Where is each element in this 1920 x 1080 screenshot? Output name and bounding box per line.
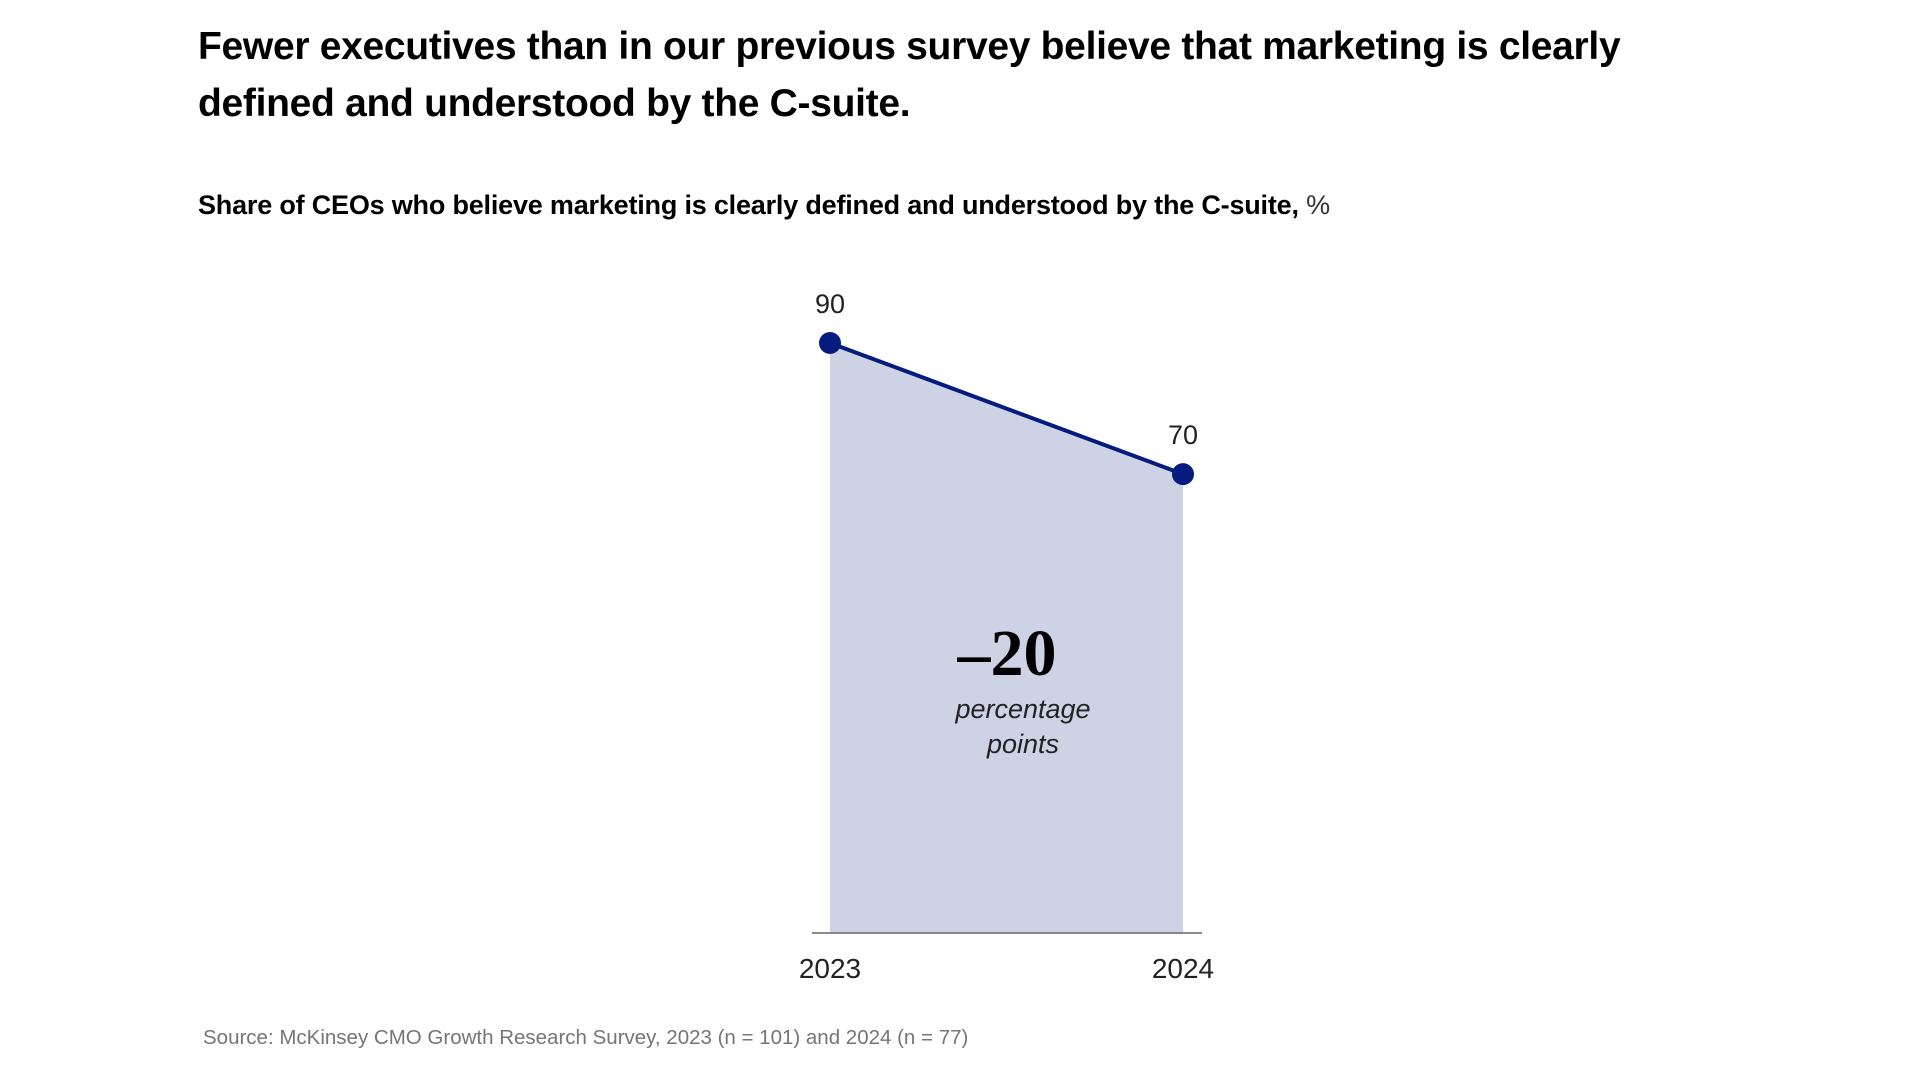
chart-title-text: Share of CEOs who believe marketing is c… — [198, 190, 1299, 220]
annotation-label-line2: points — [986, 729, 1059, 759]
data-point-2024 — [1172, 463, 1194, 486]
trend-line — [829, 341, 1184, 476]
chart-unit: % — [1306, 190, 1330, 220]
source-note: Source: McKinsey CMO Growth Research Sur… — [203, 1026, 969, 1049]
area-fill — [830, 343, 1183, 933]
data-label-2024: 70 — [1168, 420, 1198, 450]
annotation-label-line1: percentage — [954, 694, 1090, 724]
data-point-2023 — [819, 332, 841, 354]
chart-title: Share of CEOs who believe marketing is c… — [198, 190, 1330, 221]
x-tick-label-2024: 2024 — [1152, 953, 1214, 984]
data-label-2023: 90 — [815, 289, 845, 319]
annotation-value: –20 — [957, 617, 1057, 690]
x-tick-label-2023: 2023 — [799, 953, 861, 984]
headline: Fewer executives than in our previous su… — [198, 25, 1621, 125]
